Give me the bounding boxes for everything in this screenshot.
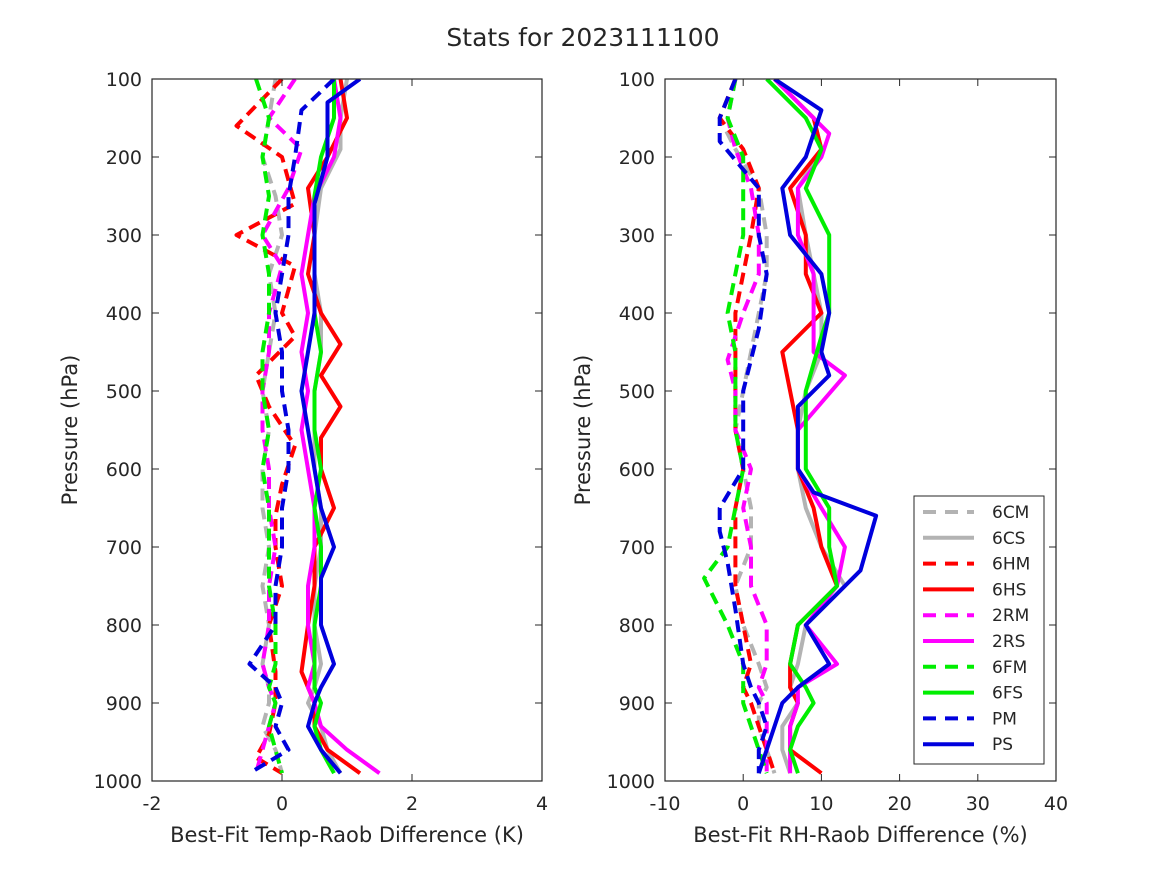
legend-item-6fm: 6FM xyxy=(923,658,1027,678)
temp-y-axis-label: Pressure (hPa) xyxy=(58,355,82,506)
rh-x-tick-label: 20 xyxy=(888,793,912,815)
rh-series-2rm xyxy=(725,79,769,774)
legend: 6CM 6CS 6HM 6HS 2RM 2RS 6FM 6FS PM PS xyxy=(913,495,1045,765)
temp-y-tick-label: 1000 xyxy=(94,771,142,793)
legend-label: 2RM xyxy=(992,606,1029,626)
rh-y-tick-label: 800 xyxy=(619,615,655,637)
rh-y-tick-label: 200 xyxy=(619,147,655,169)
legend-item-2rs: 2RS xyxy=(923,632,1025,652)
temp-y-tick-label: 700 xyxy=(106,537,142,559)
legend-label: 6CM xyxy=(992,503,1029,523)
temp-series-ps xyxy=(299,79,362,775)
temp-series-group xyxy=(234,79,381,775)
temp-y-tick-label: 400 xyxy=(106,303,142,325)
temp-x-tick-label: 2 xyxy=(406,793,418,815)
legend-label: 6CS xyxy=(992,529,1025,549)
legend-item-6hm: 6HM xyxy=(923,555,1030,575)
rh-y-tick-label: 300 xyxy=(619,225,655,247)
legend-label: PM xyxy=(992,709,1017,729)
rh-y-tick-label: 500 xyxy=(619,381,655,403)
rh-axes-frame xyxy=(664,78,1057,782)
rh-difference-plot: -10 0 10 20 30 40 100 200 300 400 500 600 700 800 900 1… xyxy=(571,69,1068,847)
temp-y-tick-label: 200 xyxy=(106,147,142,169)
legend-label: 2RS xyxy=(992,632,1025,652)
rh-x-tick-label: 0 xyxy=(737,793,749,815)
legend-label: 6FS xyxy=(992,684,1023,704)
rh-y-tick-label: 900 xyxy=(619,693,655,715)
legend-item-6cm: 6CM xyxy=(923,503,1029,523)
temp-series-2rs xyxy=(299,79,381,775)
rh-series-group xyxy=(702,79,879,775)
temp-y-tick-label: 100 xyxy=(106,69,142,91)
temp-axes-frame xyxy=(151,78,543,782)
legend-label: 6HS xyxy=(992,580,1026,600)
temp-y-tick-label: 600 xyxy=(106,459,142,481)
temp-y-tick-label: 900 xyxy=(106,693,142,715)
temp-difference-plot: -2 0 2 4 100 200 300 400 500 600 700 800 900 1000 Best… xyxy=(58,69,548,847)
rh-y-tick-label: 600 xyxy=(619,459,655,481)
legend-item-6fs: 6FS xyxy=(923,684,1023,704)
rh-series-ps xyxy=(756,79,879,774)
rh-x-axis-label: Best-Fit RH-Raob Difference (%) xyxy=(693,823,1027,847)
rh-y-tick-label: 1000 xyxy=(607,771,655,793)
legend-item-6cs: 6CS xyxy=(923,529,1025,549)
legend-label: 6HM xyxy=(992,555,1030,575)
rh-y-axis-label: Pressure (hPa) xyxy=(571,355,595,506)
legend-item-pm: PM xyxy=(923,709,1017,729)
temp-x-tick-label: 4 xyxy=(536,793,548,815)
legend-item-6hs: 6HS xyxy=(923,580,1026,600)
temp-y-tick-label: 800 xyxy=(106,615,142,637)
rh-x-tick-label: 30 xyxy=(966,793,990,815)
rh-x-tick-label: 40 xyxy=(1044,793,1068,815)
temp-y-tick-label: 300 xyxy=(106,225,142,247)
rh-series-6fs xyxy=(765,79,839,774)
figure-title: Stats for 2023111100 xyxy=(446,23,719,52)
temp-x-axis-label: Best-Fit Temp-Raob Difference (K) xyxy=(170,823,524,847)
rh-x-tick-label: 10 xyxy=(809,793,833,815)
temp-series-2rm xyxy=(254,79,304,774)
rh-series-6fm xyxy=(702,79,769,774)
temp-x-tick-label: 0 xyxy=(276,793,288,815)
temp-y-tick-label: 500 xyxy=(106,381,142,403)
temp-series-pm xyxy=(247,79,336,775)
rh-y-tick-label: 400 xyxy=(619,303,655,325)
rh-x-tick-label: -10 xyxy=(649,793,680,815)
rh-series-pm xyxy=(717,79,769,774)
legend-label: PS xyxy=(992,735,1013,755)
legend-item-2rm: 2RM xyxy=(923,606,1029,626)
rh-y-tick-label: 700 xyxy=(619,537,655,559)
temp-series-6fm xyxy=(254,79,284,774)
rh-y-tick-label: 100 xyxy=(619,69,655,91)
legend-item-ps: PS xyxy=(923,735,1013,755)
temp-x-tick-label: -2 xyxy=(143,793,162,815)
legend-label: 6FM xyxy=(992,658,1027,678)
